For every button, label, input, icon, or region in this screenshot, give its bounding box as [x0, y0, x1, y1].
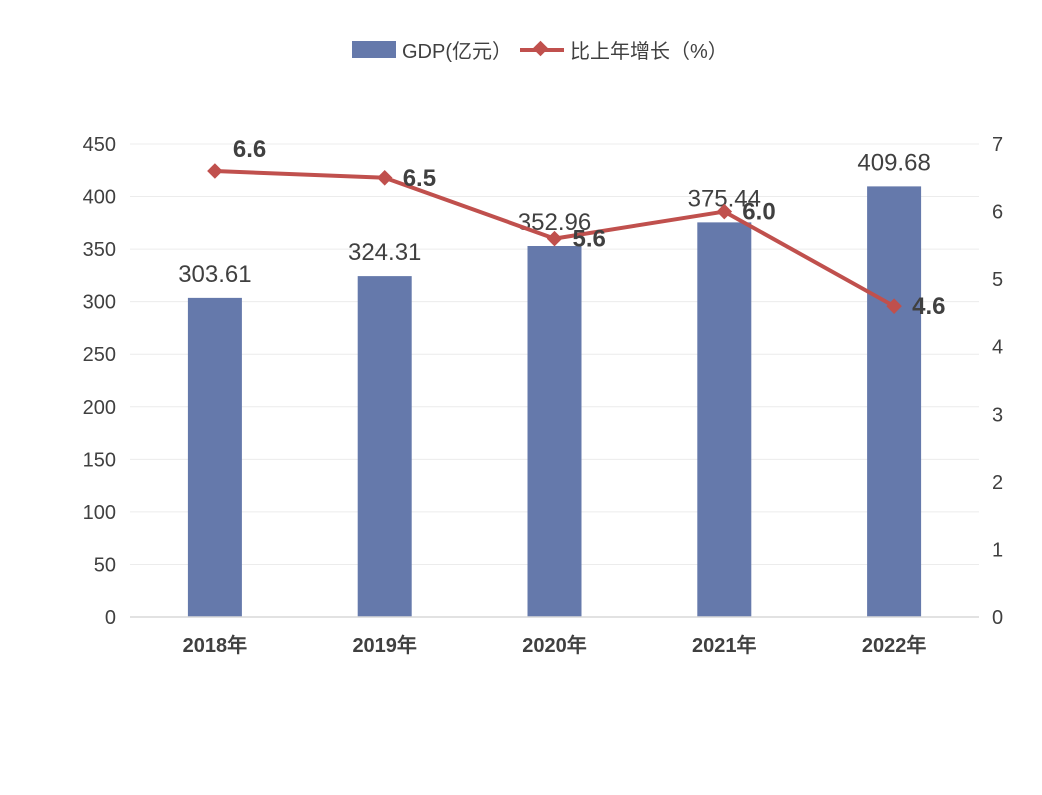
right-axis-tick-label: 0 — [992, 607, 1003, 629]
right-axis-tick-label: 1 — [992, 539, 1003, 561]
left-axis-tick-label: 300 — [83, 292, 116, 314]
left-axis-tick-label: 450 — [83, 134, 116, 156]
growth-value-label: 5.6 — [573, 226, 606, 253]
category-label: 2019年 — [352, 633, 417, 657]
legend: GDP(亿元） 比上年增长（%） — [352, 40, 728, 63]
gdp-bar — [187, 297, 242, 617]
left-axis-tick-label: 50 — [94, 554, 116, 576]
right-axis-tick-label: 4 — [992, 337, 1003, 359]
gdp-bar-value-label: 303.61 — [178, 261, 251, 288]
growth-line-labels: 6.6 6.5 5.6 6.0 4.6 — [233, 136, 946, 320]
growth-line-series — [207, 163, 902, 314]
left-axis-tick-label: 200 — [83, 397, 116, 419]
left-axis-tick-label: 150 — [83, 449, 116, 471]
growth-point-marker — [376, 170, 393, 186]
gdp-bar — [697, 222, 752, 617]
left-axis-ticks: 0 50 100 150 200 250 300 350 400 450 — [83, 134, 116, 629]
legend-gdp-label: GDP(亿元） — [402, 40, 512, 63]
growth-value-label: 6.6 — [233, 136, 266, 163]
right-axis-tick-label: 5 — [992, 269, 1003, 291]
right-axis-tick-label: 3 — [992, 404, 1003, 426]
left-axis-tick-label: 250 — [83, 344, 116, 366]
legend-gdp-swatch — [352, 41, 396, 58]
gdp-bar — [527, 245, 582, 617]
legend-growth-label: 比上年增长（%） — [570, 40, 728, 63]
category-label: 2021年 — [692, 633, 757, 657]
growth-value-label: 6.5 — [403, 165, 436, 192]
growth-point-marker — [546, 230, 563, 247]
legend-growth-marker — [532, 40, 549, 57]
right-axis-tick-label: 2 — [992, 472, 1003, 494]
right-axis-tick-label: 7 — [992, 134, 1003, 156]
gdp-bars — [187, 186, 922, 617]
right-axis-ticks: 0 1 2 3 4 5 6 7 — [992, 134, 1003, 629]
growth-value-label: 6.0 — [742, 199, 775, 226]
gdp-bar-value-label: 324.31 — [348, 239, 421, 266]
left-axis-tick-label: 0 — [105, 607, 116, 629]
category-label: 2022年 — [862, 633, 927, 657]
left-axis-tick-label: 350 — [83, 239, 116, 261]
left-axis-tick-label: 100 — [83, 502, 116, 524]
gdp-bar — [357, 276, 412, 617]
category-label: 2018年 — [183, 633, 248, 657]
category-labels: 2018年 2019年 2020年 2021年 2022年 — [183, 633, 927, 657]
growth-value-label: 4.6 — [912, 293, 945, 320]
growth-point-marker — [207, 163, 223, 179]
category-label: 2020年 — [522, 633, 587, 657]
gdp-bar-value-label: 409.68 — [857, 149, 930, 176]
left-axis-tick-label: 400 — [83, 187, 116, 209]
right-axis-tick-label: 6 — [992, 202, 1003, 224]
gdp-bar — [867, 186, 922, 617]
growth-point-marker — [716, 203, 733, 220]
